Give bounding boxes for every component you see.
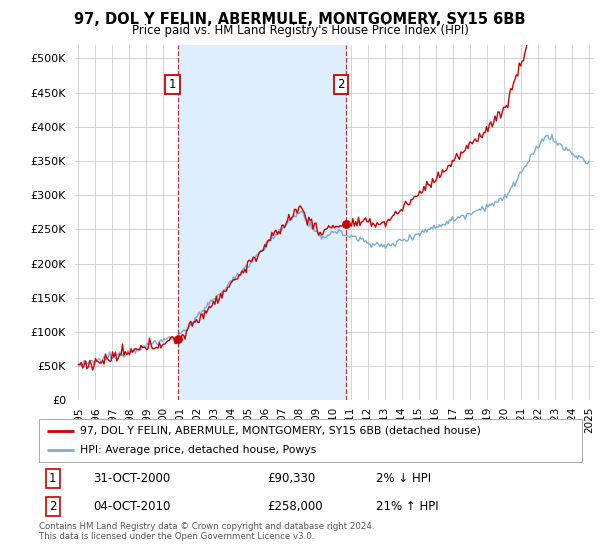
Text: 04-OCT-2010: 04-OCT-2010	[94, 500, 170, 513]
Text: 2% ↓ HPI: 2% ↓ HPI	[376, 472, 431, 485]
Text: 97, DOL Y FELIN, ABERMULE, MONTGOMERY, SY15 6BB (detached house): 97, DOL Y FELIN, ABERMULE, MONTGOMERY, S…	[80, 426, 481, 436]
Text: HPI: Average price, detached house, Powys: HPI: Average price, detached house, Powy…	[80, 445, 316, 455]
Text: 1: 1	[49, 472, 56, 485]
Bar	[178, 45, 346, 400]
Text: 2: 2	[338, 78, 345, 91]
Point	[173, 334, 182, 343]
Text: 97, DOL Y FELIN, ABERMULE, MONTGOMERY, SY15 6BB: 97, DOL Y FELIN, ABERMULE, MONTGOMERY, S…	[74, 12, 526, 27]
Text: 2: 2	[49, 500, 56, 513]
Point	[341, 220, 351, 228]
Text: Price paid vs. HM Land Registry's House Price Index (HPI): Price paid vs. HM Land Registry's House …	[131, 24, 469, 36]
Text: 31-OCT-2000: 31-OCT-2000	[94, 472, 170, 485]
Text: Contains HM Land Registry data © Crown copyright and database right 2024.
This d: Contains HM Land Registry data © Crown c…	[39, 522, 374, 542]
Text: £90,330: £90,330	[267, 472, 316, 485]
Text: 21% ↑ HPI: 21% ↑ HPI	[376, 500, 438, 513]
Text: £258,000: £258,000	[267, 500, 323, 513]
Text: 1: 1	[169, 78, 176, 91]
